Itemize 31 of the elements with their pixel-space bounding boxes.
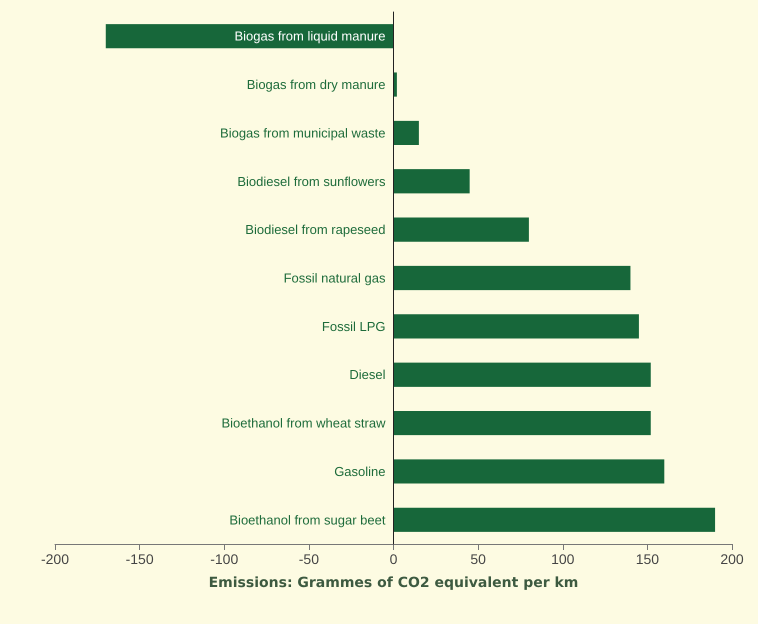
y-tick-label: Bioethanol from wheat straw bbox=[221, 416, 386, 431]
bar bbox=[394, 266, 630, 290]
y-tick-label: Gasoline bbox=[334, 464, 386, 479]
y-tick-label: Biodiesel from sunflowers bbox=[237, 174, 386, 189]
x-axis-title: Emissions: Grammes of CO2 equivalent per km bbox=[208, 575, 578, 591]
y-tick-label: Biogas from dry manure bbox=[246, 77, 386, 92]
y-tick-label: Biodiesel from rapeseed bbox=[245, 222, 386, 238]
bar bbox=[394, 169, 470, 194]
x-tick-label: 0 bbox=[390, 551, 398, 567]
x-tick-label: -100 bbox=[210, 551, 238, 567]
bar bbox=[394, 459, 664, 484]
x-tick-label: -150 bbox=[126, 551, 154, 567]
y-tick-label: Biogas from liquid manure bbox=[234, 28, 386, 44]
bar bbox=[394, 362, 651, 387]
x-tick-label: -50 bbox=[298, 551, 320, 567]
bar bbox=[394, 120, 419, 145]
x-tick-label: 50 bbox=[470, 551, 486, 567]
y-tick-label: Fossil LPG bbox=[322, 318, 386, 334]
y-tick-label: Biogas from municipal waste bbox=[220, 125, 386, 140]
x-tick-label: 200 bbox=[720, 551, 744, 567]
x-tick-label: 150 bbox=[636, 551, 660, 567]
bar bbox=[106, 24, 394, 48]
bar bbox=[394, 314, 639, 338]
bar bbox=[394, 411, 651, 436]
x-tick-label: 100 bbox=[551, 551, 575, 567]
y-tick-label: Fossil natural gas bbox=[284, 270, 386, 286]
bar bbox=[394, 218, 529, 242]
y-tick-label: Diesel bbox=[349, 367, 386, 382]
y-tick-label: Bioethanol from sugar beet bbox=[229, 512, 386, 528]
x-tick-label: -200 bbox=[40, 551, 70, 567]
bar bbox=[394, 508, 716, 532]
